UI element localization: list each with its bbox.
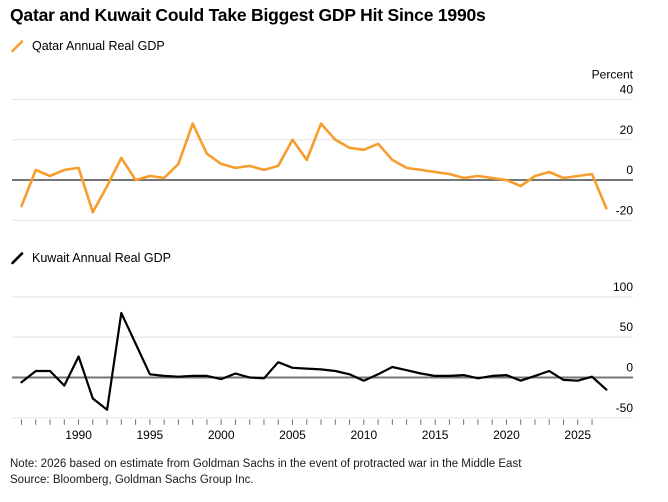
svg-text:1990: 1990 [65, 428, 92, 442]
svg-text:100: 100 [613, 280, 633, 294]
svg-text:50: 50 [620, 320, 634, 334]
qatar-gdp-chart: 40 20 0 -20 Percent [12, 68, 634, 221]
svg-text:0: 0 [626, 163, 633, 177]
svg-text:Percent: Percent [592, 68, 634, 82]
legend-qatar: Qatar Annual Real GDP [10, 38, 165, 54]
svg-text:2010: 2010 [350, 428, 377, 442]
svg-text:2015: 2015 [422, 428, 449, 442]
legend-kuwait-label: Kuwait Annual Real GDP [32, 251, 171, 265]
svg-text:20: 20 [620, 123, 634, 137]
svg-text:-20: -20 [616, 203, 634, 217]
legend-qatar-label: Qatar Annual Real GDP [32, 39, 165, 53]
svg-text:-50: -50 [616, 401, 634, 415]
legend-kuwait: Kuwait Annual Real GDP [10, 250, 171, 266]
svg-text:0: 0 [626, 361, 633, 375]
svg-text:2000: 2000 [208, 428, 235, 442]
kuwait-slash-icon [11, 251, 24, 264]
chart-note: Note: 2026 based on estimate from Goldma… [10, 458, 522, 470]
svg-text:2025: 2025 [564, 428, 591, 442]
svg-text:40: 40 [620, 83, 634, 97]
svg-text:2005: 2005 [279, 428, 306, 442]
qatar-slash-icon [11, 39, 24, 52]
svg-text:1995: 1995 [137, 428, 164, 442]
chart-title: Qatar and Kuwait Could Take Biggest GDP … [10, 5, 486, 25]
svg-text:2020: 2020 [493, 428, 520, 442]
kuwait-gdp-chart: 100 50 0 -50 1990 1995 2000 2005 2010 2015 2020 202… [12, 280, 634, 442]
chart-source: Source: Bloomberg, Goldman Sachs Group I… [10, 474, 254, 486]
